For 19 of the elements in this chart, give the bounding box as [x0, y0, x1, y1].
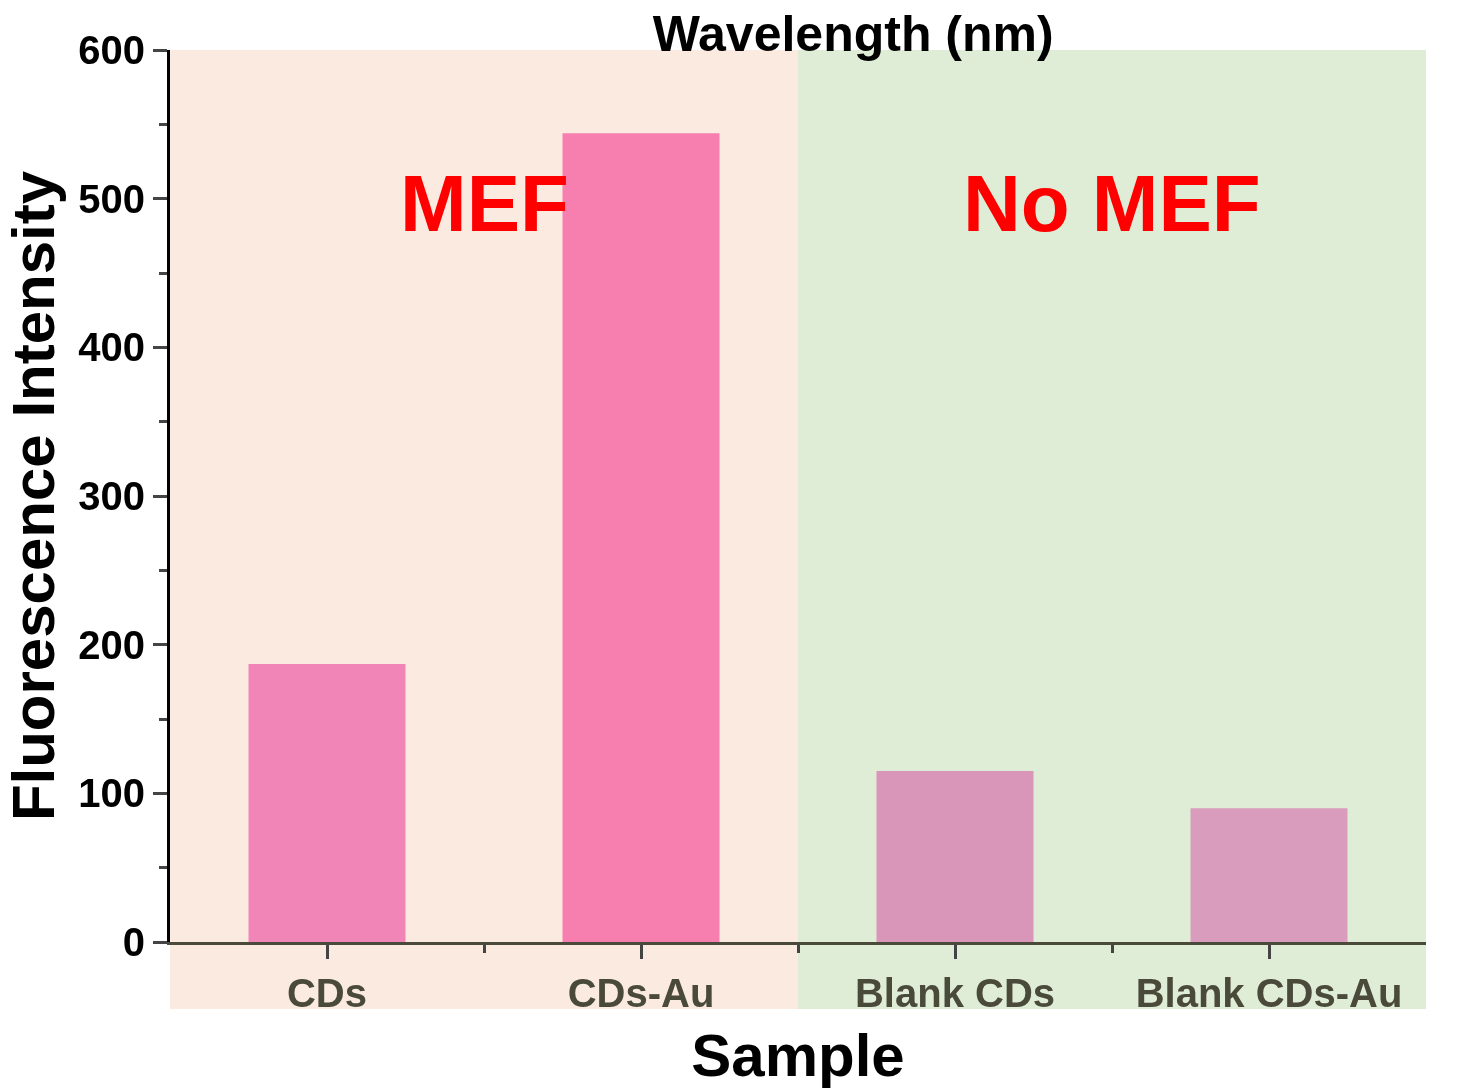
bar [248, 663, 406, 942]
y-tick-label: 100 [78, 771, 145, 816]
bar [876, 771, 1034, 942]
x-tick-label: CDs [286, 971, 368, 1015]
y-tick-label: 300 [78, 474, 145, 518]
band-label: MEF [400, 159, 569, 248]
x-tick-label: Blank CDs-Au [1135, 971, 1403, 1015]
y-tick-label: 500 [78, 176, 145, 221]
y-tick-label: 200 [78, 622, 145, 667]
x-tick-label: CDs-Au [567, 971, 715, 1015]
y-axis-title: Fluorescence Intensity [0, 170, 67, 822]
bar [1190, 808, 1348, 942]
y-tick-label: 400 [78, 325, 145, 370]
chart-title: Wavelength (nm) [652, 6, 1054, 63]
x-tick-label: Blank CDs [854, 971, 1056, 1015]
y-tick-label: 0 [122, 920, 145, 964]
x-axis-title: Sample [691, 1021, 905, 1089]
band-label: No MEF [963, 159, 1261, 248]
y-tick-label: 600 [78, 28, 145, 72]
